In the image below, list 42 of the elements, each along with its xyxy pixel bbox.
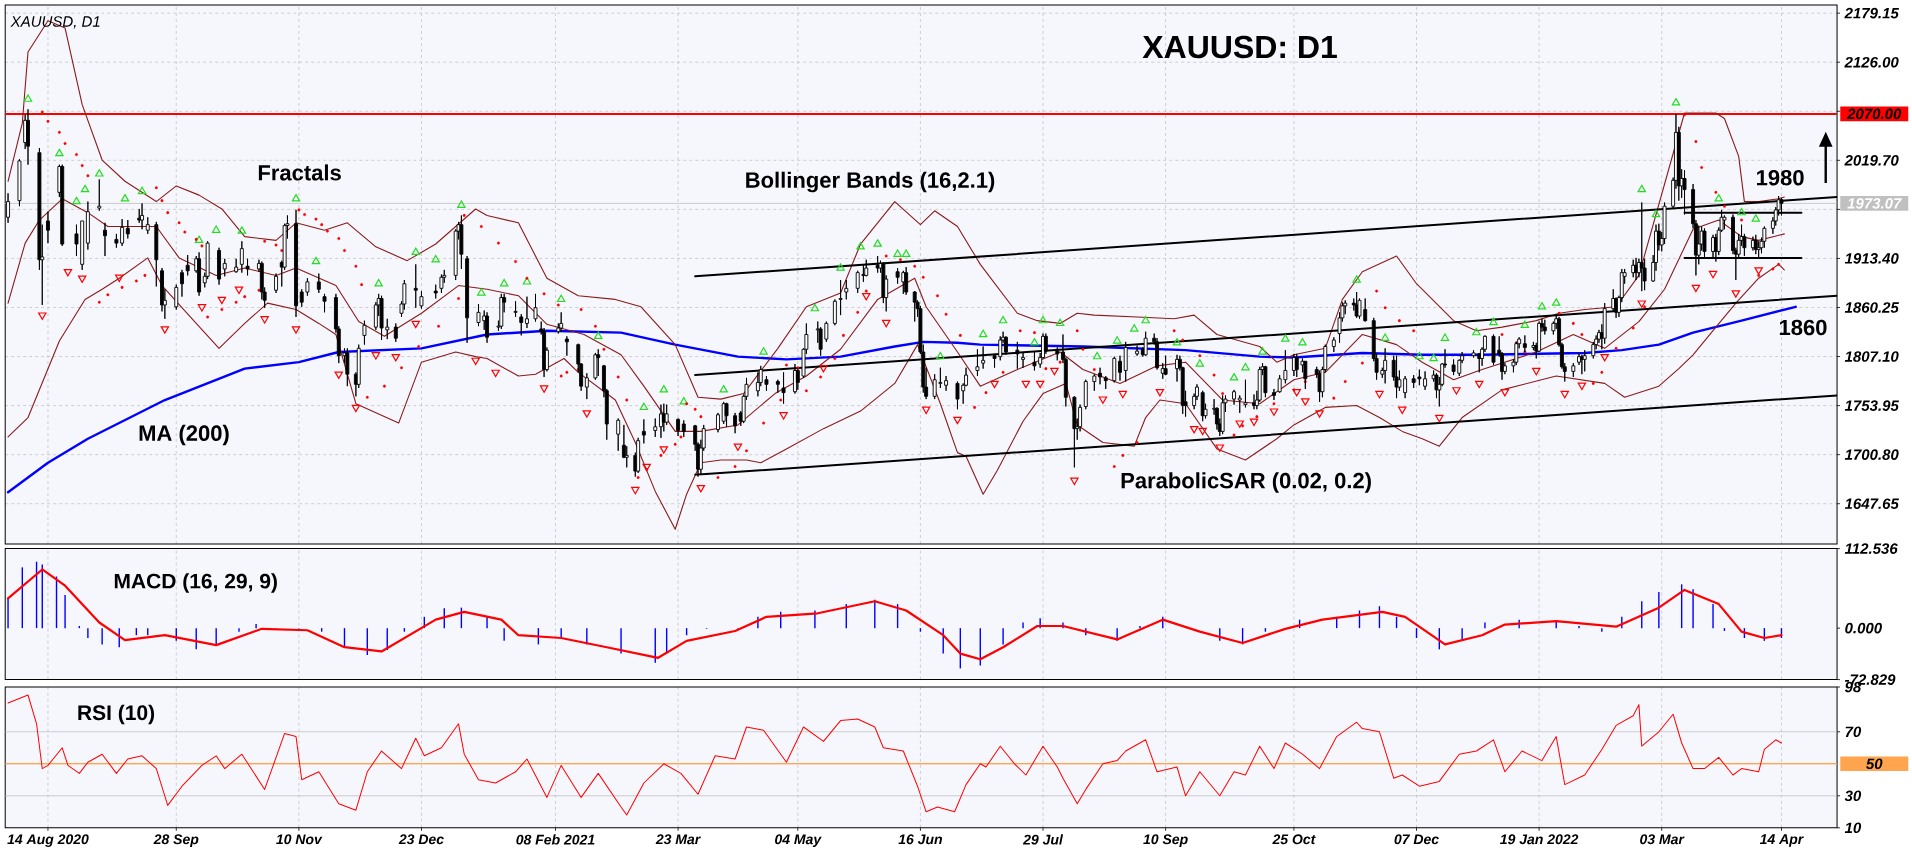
x-tick-label: 25 Oct bbox=[1272, 834, 1316, 845]
y-tick-label: 10 bbox=[1844, 822, 1862, 834]
annotation: Bollinger Bands (16,2.1) bbox=[746, 171, 995, 193]
x-tick-label: 08 Feb 2021 bbox=[516, 834, 595, 845]
x-tick-label: 19 Jan 2022 bbox=[1500, 834, 1579, 845]
x-tick-label: 28 Sep bbox=[153, 834, 199, 848]
x-tick-label: 16 Jun bbox=[898, 834, 942, 845]
x-tick-label: 07 Dec bbox=[1394, 834, 1439, 845]
y-tick-label: 30 bbox=[1844, 790, 1862, 802]
annotation: RSI (10) bbox=[78, 704, 155, 725]
x-tick-label: 23 Mar bbox=[655, 834, 701, 845]
annotation: 1980 bbox=[1757, 169, 1804, 186]
annotation: MACD (16, 29, 9) bbox=[114, 573, 277, 593]
annotation: Fractals bbox=[258, 164, 341, 181]
x-tick-label: 14 Aug 2020 bbox=[7, 834, 89, 848]
y-tick-label: 1807.10 bbox=[1844, 351, 1899, 362]
y-tick-label: 2126.00 bbox=[1844, 56, 1899, 68]
x-tick-label: 10 Nov bbox=[276, 834, 323, 845]
y-tick-label: 1860.25 bbox=[1844, 302, 1899, 313]
y-tick-label: 1647.65 bbox=[1844, 498, 1899, 510]
ref-line-label: 2070.00 bbox=[1846, 108, 1902, 120]
x-tick-label: 14 Apr bbox=[1759, 834, 1804, 847]
annotation: 1860 bbox=[1779, 319, 1827, 336]
x-tick-label: 29 Jul bbox=[1022, 834, 1064, 845]
annotation: ParabolicSAR (0.02, 0.2) bbox=[1121, 472, 1371, 493]
x-tick-label: 03 Mar bbox=[1640, 834, 1685, 845]
annotation: MA (200) bbox=[139, 424, 229, 446]
x-tick-label: 10 Sep bbox=[1143, 834, 1188, 848]
text: XAUUSD: D1 bbox=[1142, 35, 1337, 59]
y-tick-label: 1700.80 bbox=[1844, 449, 1899, 460]
x-tick-label: 23 Dec bbox=[398, 834, 444, 845]
y-tick-label: 1913.40 bbox=[1844, 253, 1899, 264]
y-tick-label: 70 bbox=[1845, 726, 1862, 738]
y-tick-label: 0.000 bbox=[1845, 622, 1882, 634]
text: XAUUSD, D1 bbox=[10, 16, 100, 29]
y-tick-label: 1753.95 bbox=[1844, 400, 1899, 411]
y-tick-label: 2019.70 bbox=[1844, 155, 1899, 166]
y-tick-label: 2179.15 bbox=[1844, 7, 1899, 19]
x-tick-label: 04 May bbox=[775, 834, 822, 848]
ref-line-label: 1973.07 bbox=[1847, 198, 1902, 209]
y-tick-label: 112.536 bbox=[1844, 543, 1898, 554]
ref-line-label: 50 bbox=[1866, 758, 1883, 770]
